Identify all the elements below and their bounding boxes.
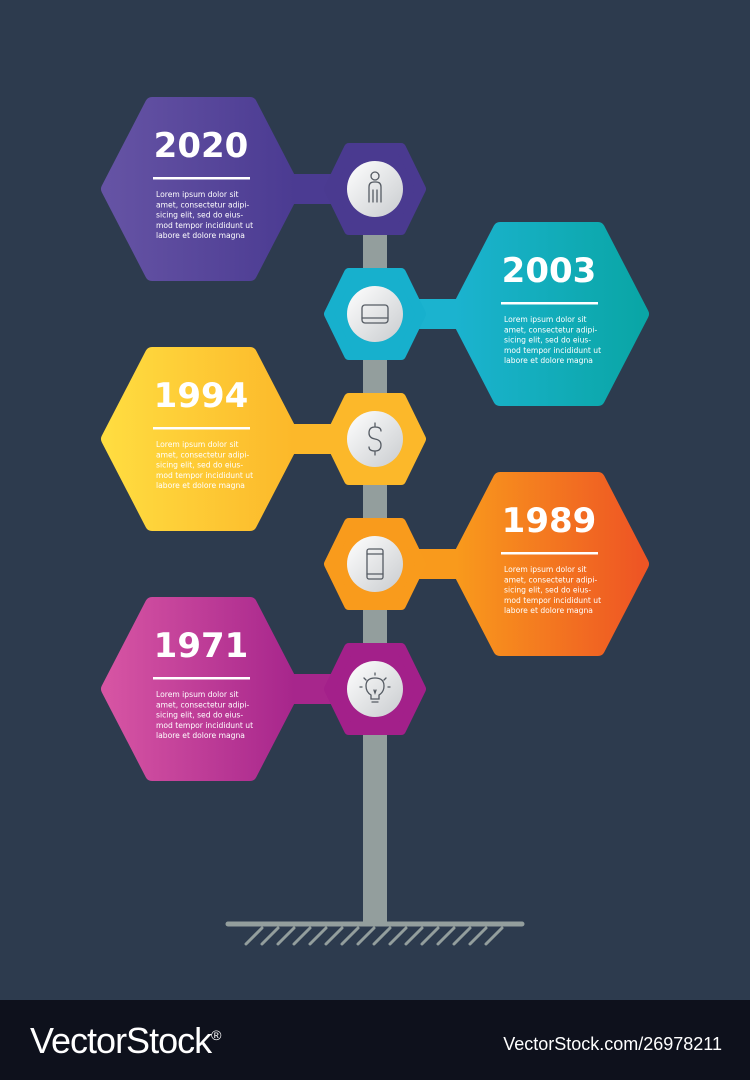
hatch-line — [388, 926, 408, 946]
description-line: Lorem ipsum dolor sit — [156, 690, 239, 699]
description-line: Lorem ipsum dolor sit — [504, 565, 587, 574]
hatch-line — [484, 926, 504, 946]
hatch-line — [260, 926, 280, 946]
year-label: 1994 — [154, 376, 249, 416]
hatch-line — [372, 926, 392, 946]
description-line: sicing elit, sed do eius- — [504, 586, 591, 595]
year-hexagon — [101, 97, 301, 281]
hatch-line — [356, 926, 376, 946]
icon-disc — [347, 286, 403, 342]
hatch-line — [436, 926, 456, 946]
year-hexagon — [101, 597, 301, 781]
description-line: labore et dolore magna — [504, 356, 593, 365]
image-id: VectorStock.com/26978211 — [503, 1034, 722, 1054]
watermark-footer: VectorStock® VectorStock.com/26978211 — [0, 1000, 750, 1080]
description-line: labore et dolore magna — [504, 606, 593, 615]
description-line: Lorem ipsum dolor sit — [504, 315, 587, 324]
description-line: sicing elit, sed do eius- — [156, 461, 243, 470]
description-line: amet, consectetur adipi- — [156, 200, 249, 209]
year-hexagon — [101, 347, 301, 531]
description-line: Lorem ipsum dolor sit — [156, 440, 239, 449]
icon-disc — [347, 161, 403, 217]
divider — [501, 302, 598, 305]
lightbulb-icon — [359, 672, 391, 703]
description-line: mod tempor incididunt ut — [504, 596, 601, 605]
description-line: Lorem ipsum dolor sit — [156, 190, 239, 199]
description-line: amet, consectetur adipi- — [504, 325, 597, 334]
hatch-line — [452, 926, 472, 946]
description-line: amet, consectetur adipi- — [156, 700, 249, 709]
year-label: 1989 — [502, 501, 597, 541]
description-line: sicing elit, sed do eius- — [504, 336, 591, 345]
description-line: labore et dolore magna — [156, 731, 245, 740]
description-line: labore et dolore magna — [156, 231, 245, 240]
description-line: sicing elit, sed do eius- — [156, 711, 243, 720]
year-label: 2003 — [502, 251, 597, 291]
description-line: mod tempor incididunt ut — [156, 221, 253, 230]
divider — [501, 552, 598, 555]
year-hexagon — [449, 472, 649, 656]
description-line: mod tempor incididunt ut — [156, 721, 253, 730]
hatch-line — [244, 926, 264, 946]
divider — [153, 677, 250, 680]
smartphone-icon — [366, 548, 384, 580]
year-hexagon — [449, 222, 649, 406]
hatch-line — [276, 926, 296, 946]
hatch-line — [420, 926, 440, 946]
hatch-line — [468, 926, 488, 946]
person-icon — [368, 171, 382, 203]
icon-disc — [347, 661, 403, 717]
description-line: labore et dolore magna — [156, 481, 245, 490]
icon-disc — [347, 536, 403, 592]
description-line: mod tempor incididunt ut — [504, 346, 601, 355]
hatch-line — [292, 926, 312, 946]
hatch-line — [324, 926, 344, 946]
year-label: 1971 — [154, 626, 249, 666]
divider — [153, 427, 250, 430]
brand-logo: VectorStock® — [30, 1020, 221, 1061]
description-line: sicing elit, sed do eius- — [156, 211, 243, 220]
ground-hatching — [244, 926, 504, 946]
description-line: mod tempor incididunt ut — [156, 471, 253, 480]
dollar-icon — [368, 422, 382, 456]
hatch-line — [340, 926, 360, 946]
description-line: amet, consectetur adipi- — [156, 450, 249, 459]
hatch-line — [308, 926, 328, 946]
divider — [153, 177, 250, 180]
description-line: amet, consectetur adipi- — [504, 575, 597, 584]
hatch-line — [404, 926, 424, 946]
year-label: 2020 — [154, 126, 249, 166]
tablet-icon — [361, 304, 389, 324]
